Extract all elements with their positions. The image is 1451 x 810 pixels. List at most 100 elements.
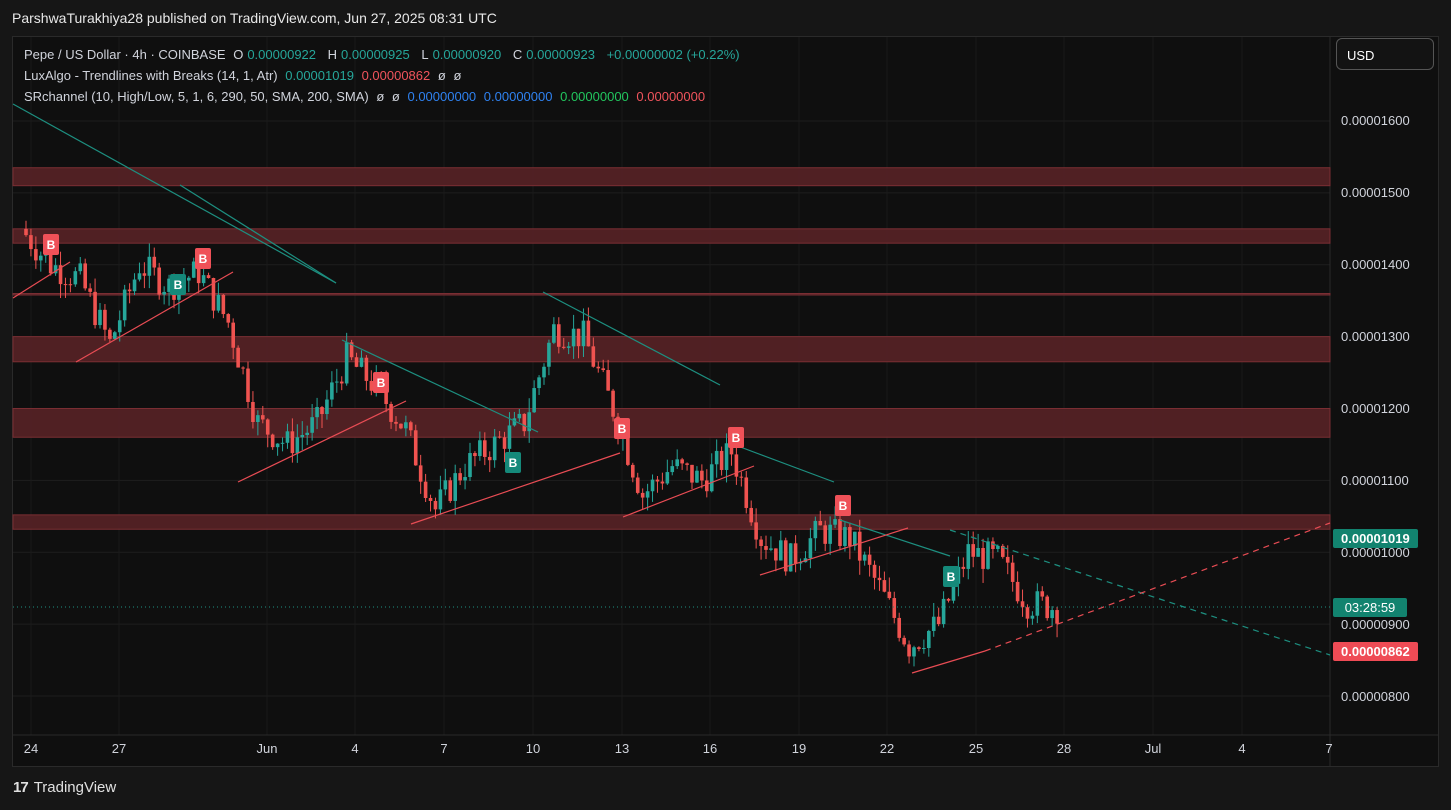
support-trendline — [237, 400, 407, 483]
sr-zone — [12, 336, 1331, 363]
break-marker-label: B — [377, 376, 386, 390]
time-axis-label: 24 — [23, 741, 39, 756]
chart-legend: Pepe / US Dollar · 4h · COINBASE O 0.0000… — [24, 44, 744, 107]
candle-body — [996, 545, 1000, 549]
candle-body — [241, 367, 245, 369]
candle-body — [196, 261, 201, 284]
time-axis-label: 4 — [1238, 741, 1246, 756]
candle-body — [660, 481, 665, 484]
candle-body — [285, 431, 290, 443]
tradingview-wordmark: TradingView — [33, 779, 117, 796]
candle-body — [561, 346, 566, 348]
candle-body — [201, 275, 206, 284]
chart-area[interactable] — [12, 36, 1439, 767]
candle-body — [764, 546, 768, 550]
candle-body — [522, 413, 527, 432]
tradingview-logo[interactable]: 17 TradingView — [13, 779, 116, 796]
symbol-title[interactable]: Pepe / US Dollar · 4h · COINBASE — [24, 47, 226, 62]
resistance-trendline — [734, 444, 835, 483]
candle-body — [853, 531, 857, 546]
legend-srchannel-row[interactable]: SRchannel (10, High/Low, 5, 1, 6, 290, 5… — [24, 86, 744, 107]
candle-body — [936, 616, 941, 625]
srchannel-indicator-name[interactable]: SRchannel (10, High/Low, 5, 1, 6, 290, 5… — [24, 89, 369, 104]
candle-body — [507, 425, 512, 449]
candle-body — [922, 648, 926, 650]
candle-body — [586, 320, 591, 347]
candle-body — [1050, 610, 1054, 619]
candle-body — [137, 273, 142, 280]
break-marker-label: B — [509, 456, 518, 470]
break-marker-label: B — [839, 499, 848, 513]
time-axis-label: 22 — [879, 741, 895, 756]
candle-body — [478, 440, 482, 457]
support-trendline — [622, 465, 755, 518]
candle-body — [576, 328, 581, 347]
candle-body — [261, 415, 265, 420]
candle-body — [48, 253, 53, 274]
candle-body — [315, 407, 319, 418]
time-axis-label: 16 — [702, 741, 718, 756]
bearish-break-marker — [728, 427, 744, 448]
candle-body — [798, 562, 803, 564]
candle-body — [823, 525, 827, 544]
currency-button[interactable]: USD — [1336, 38, 1434, 70]
candle-body — [399, 423, 403, 429]
candle-body — [63, 284, 68, 286]
candle-body — [325, 399, 329, 415]
candle-body — [443, 480, 448, 490]
candle-body — [887, 591, 892, 599]
resistance-projection — [949, 529, 1331, 656]
candle-body — [981, 547, 985, 569]
support-trendline — [410, 452, 621, 525]
candle-body — [394, 421, 398, 424]
candle-body — [226, 314, 231, 323]
support-projection — [984, 522, 1331, 652]
candle-body — [724, 443, 729, 470]
candle-body — [1010, 562, 1015, 582]
candle-body — [867, 554, 872, 565]
candle-body — [971, 544, 975, 557]
luxalgo-indicator-name[interactable]: LuxAlgo - Trendlines with Breaks (14, 1,… — [24, 68, 278, 83]
candle-body — [769, 548, 773, 550]
candle-body — [655, 479, 660, 482]
candle-body — [152, 256, 157, 268]
break-marker-label: B — [174, 278, 183, 292]
time-axis-label: 7 — [1325, 741, 1333, 756]
high-label: H — [327, 47, 338, 62]
candle-body — [93, 291, 97, 326]
candle-body — [833, 519, 837, 525]
candle-body — [290, 431, 295, 454]
candle-body — [78, 263, 83, 272]
candle-body — [828, 524, 832, 544]
bearish-break-marker — [195, 248, 211, 269]
candle-body — [571, 328, 576, 347]
candle-body — [783, 540, 788, 572]
candle-body — [389, 403, 393, 422]
candle-body — [976, 547, 980, 557]
srchannel-na-1: ø — [376, 89, 385, 104]
candle-body — [191, 261, 196, 278]
candle-body — [103, 309, 107, 330]
break-marker-label: B — [47, 238, 56, 252]
bearish-break-marker — [614, 418, 630, 439]
candle-body — [749, 507, 753, 523]
break-marker-label: B — [947, 570, 956, 584]
legend-symbol-row[interactable]: Pepe / US Dollar · 4h · COINBASE O 0.0000… — [24, 44, 744, 65]
candle-body — [492, 436, 497, 461]
candle-body — [882, 580, 887, 592]
candle-body — [413, 430, 418, 466]
legend-luxalgo-row[interactable]: LuxAlgo - Trendlines with Breaks (14, 1,… — [24, 65, 744, 86]
candle-body — [275, 443, 280, 448]
bearish-break-marker — [373, 372, 389, 393]
candle-body — [1001, 545, 1005, 557]
price-axis-label: 0.00001400 — [1341, 257, 1410, 272]
candle-body — [132, 279, 137, 292]
candle-body — [453, 473, 457, 501]
candle-body — [635, 477, 640, 493]
candle-body — [113, 332, 117, 339]
candle-body — [433, 500, 438, 510]
candle-body — [58, 265, 63, 285]
candle-body — [907, 644, 911, 657]
candle-body — [384, 383, 388, 404]
